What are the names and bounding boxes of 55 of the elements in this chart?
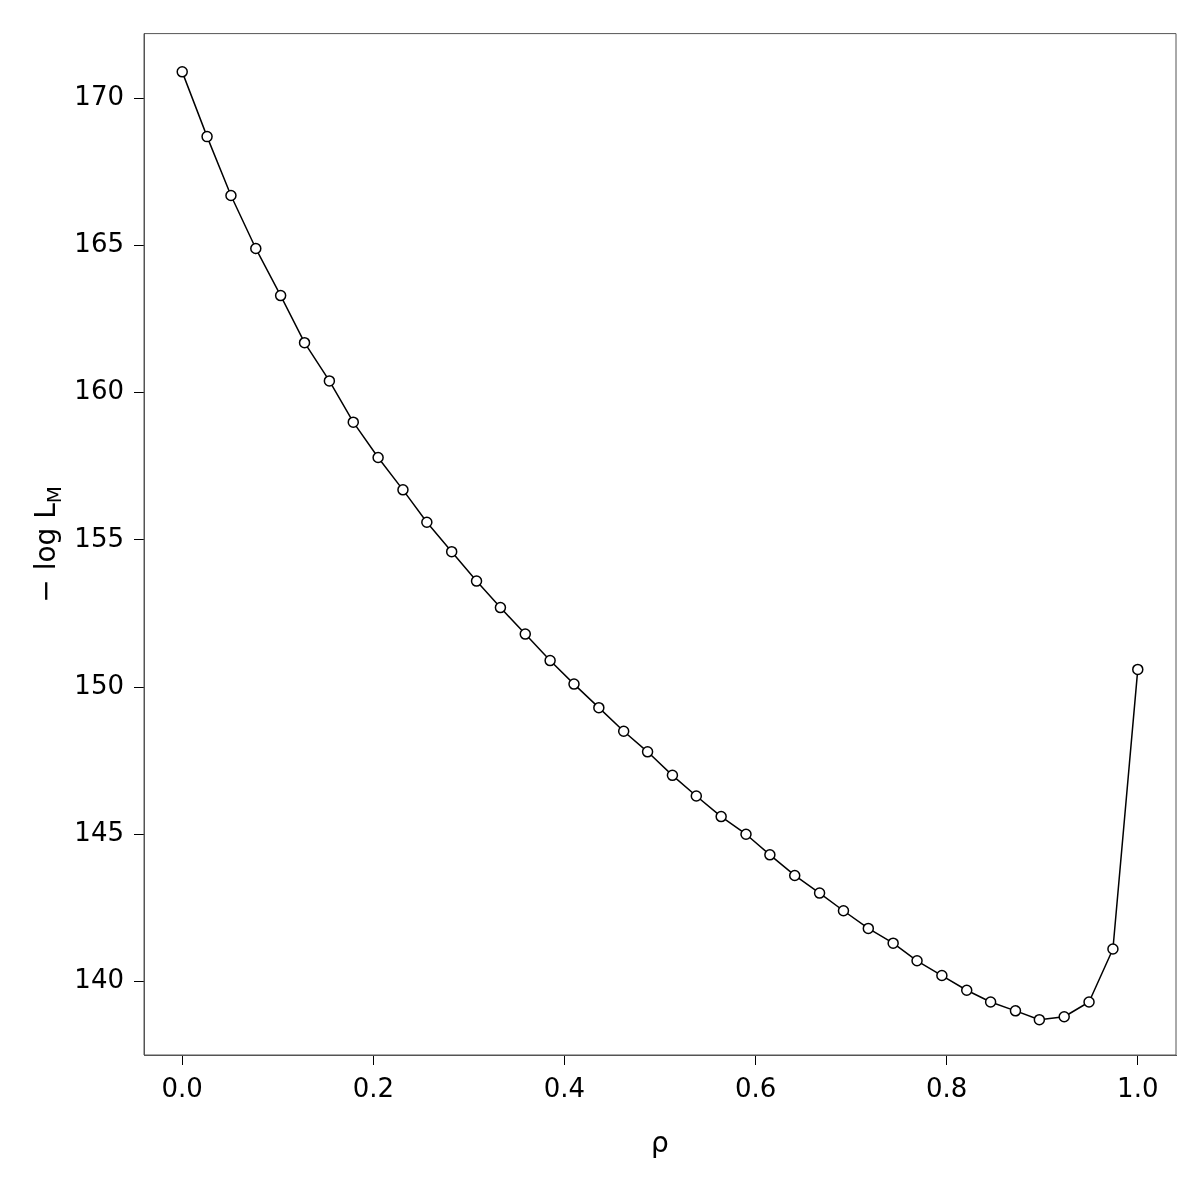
point — [176, 66, 188, 78]
point — [617, 725, 630, 737]
y-tick-label: 145 — [74, 816, 124, 847]
point — [1132, 663, 1144, 676]
point — [470, 575, 483, 587]
point — [201, 130, 213, 143]
x-tick-label: 0.2 — [352, 1073, 395, 1104]
point — [984, 996, 997, 1008]
point — [568, 678, 580, 690]
y-tick-label: 165 — [74, 228, 124, 259]
point — [1058, 1010, 1070, 1023]
point — [347, 416, 360, 428]
point — [519, 628, 532, 640]
point — [837, 905, 850, 917]
point — [274, 289, 287, 302]
x-tick-label: 0.8 — [925, 1073, 968, 1104]
x-axis-title: ρ — [651, 1126, 669, 1160]
point — [911, 955, 923, 967]
x-tick-label: 1.0 — [1117, 1073, 1159, 1104]
y-axis-title: − log LM — [29, 485, 67, 603]
point — [887, 937, 899, 949]
point — [593, 701, 605, 714]
y-tick-label: 170 — [74, 81, 124, 112]
y-tick-label: 160 — [74, 375, 124, 406]
y-tick-label: 140 — [74, 964, 124, 995]
point — [1107, 943, 1119, 955]
y-tick-label: 150 — [74, 669, 124, 700]
point — [960, 984, 973, 996]
point — [445, 545, 458, 558]
point — [788, 869, 801, 882]
point — [936, 969, 948, 982]
point — [544, 654, 556, 667]
point — [740, 828, 752, 840]
point — [690, 790, 703, 802]
point — [641, 746, 654, 758]
point — [813, 887, 826, 899]
point — [862, 922, 875, 935]
point — [225, 189, 237, 202]
point — [1009, 1005, 1022, 1017]
point — [1083, 996, 1095, 1008]
point — [494, 601, 507, 614]
point — [666, 769, 679, 782]
point — [1033, 1013, 1046, 1026]
point — [397, 484, 409, 496]
point — [372, 451, 384, 464]
x-tick-label: 0.6 — [734, 1073, 777, 1104]
point — [764, 849, 776, 861]
point — [421, 516, 433, 528]
point — [298, 336, 311, 349]
y-tick-label: 155 — [74, 522, 124, 553]
point — [250, 242, 262, 255]
point — [323, 375, 336, 387]
point — [715, 810, 727, 823]
x-tick-label: 0.0 — [161, 1073, 203, 1104]
x-tick-label: 0.4 — [543, 1073, 586, 1104]
